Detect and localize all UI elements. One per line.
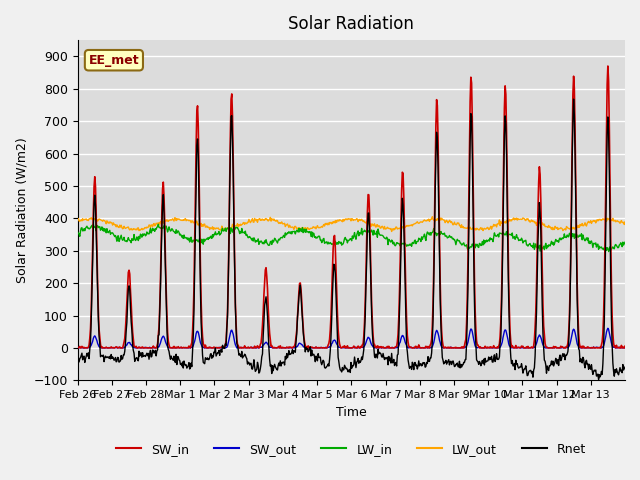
LW_in [74,229,81,235]
Line: LW_in: LW_in [77,224,625,252]
Rnet [570,96,577,102]
SW_in [287,345,295,350]
SW_in [621,343,629,349]
Line: SW_out: SW_out [77,328,625,348]
LW_in [621,240,629,245]
SW_in [408,345,416,351]
LW_out [440,217,447,223]
SW_in [74,345,82,351]
SW_in [439,343,447,348]
SW_out [604,325,612,331]
Rnet [595,377,602,383]
SW_out [408,345,415,350]
LW_in [154,221,162,227]
SW_in [239,345,247,351]
Text: EE_met: EE_met [88,54,140,67]
LW_in [138,234,146,240]
SW_out [138,345,146,351]
Rnet [287,351,294,357]
Line: SW_in: SW_in [77,66,625,348]
Line: Rnet: Rnet [77,99,625,380]
LW_out [621,219,629,225]
Rnet [74,357,81,362]
LW_out [429,214,436,219]
X-axis label: Time: Time [336,406,367,419]
Rnet [621,364,629,370]
LW_out [287,224,294,229]
LW_in [266,239,274,245]
SW_in [266,336,274,342]
SW_in [139,344,147,350]
LW_in [408,240,416,245]
Y-axis label: Solar Radiation (W/m2): Solar Radiation (W/m2) [15,137,28,283]
LW_out [266,217,273,223]
Title: Solar Radiation: Solar Radiation [289,15,414,33]
Rnet [408,367,415,372]
SW_in [74,345,81,350]
LW_out [408,223,416,229]
Rnet [438,355,446,360]
LW_in [605,249,612,254]
LW_out [138,226,146,231]
Rnet [266,357,273,362]
LW_out [74,217,81,223]
Rnet [138,354,146,360]
Legend: SW_in, SW_out, LW_in, LW_out, Rnet: SW_in, SW_out, LW_in, LW_out, Rnet [111,438,591,461]
SW_in [604,63,612,69]
SW_out [74,345,81,351]
SW_out [438,345,446,350]
LW_in [287,229,295,235]
SW_out [287,345,294,351]
Line: LW_out: LW_out [77,216,625,231]
SW_out [621,345,629,351]
LW_in [239,229,247,235]
SW_out [239,345,246,350]
LW_out [239,221,246,227]
Rnet [239,355,246,361]
LW_in [439,231,447,237]
SW_out [266,345,273,350]
LW_out [388,228,396,234]
